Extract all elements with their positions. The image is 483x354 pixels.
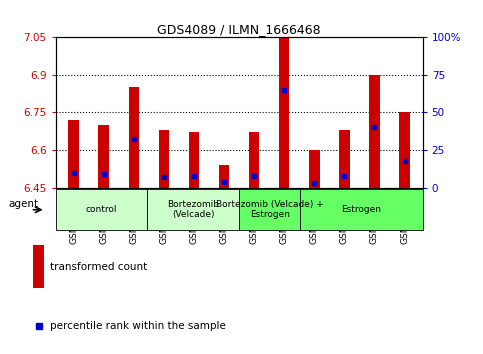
Text: Estrogen: Estrogen [341,205,382,214]
Text: percentile rank within the sample: percentile rank within the sample [50,320,226,331]
Text: transformed count: transformed count [50,262,147,272]
Bar [219,165,229,188]
Bar [279,37,289,188]
Bar [369,75,380,188]
Bar [249,132,259,188]
Bar [239,189,300,230]
Bar [56,189,147,230]
Bar [189,132,199,188]
Bar [309,150,320,188]
Text: Bortezomib (Velcade) +
Estrogen: Bortezomib (Velcade) + Estrogen [216,200,324,219]
Text: control: control [85,205,117,214]
Bar [147,189,239,230]
Text: agent: agent [8,199,39,209]
Bar [128,87,139,188]
Bar [300,189,423,230]
Bar [68,120,79,188]
Bar [339,130,350,188]
Bar [99,125,109,188]
Text: Bortezomib
(Velcade): Bortezomib (Velcade) [167,200,219,219]
Title: GDS4089 / ILMN_1666468: GDS4089 / ILMN_1666468 [157,23,321,36]
Bar [33,245,44,288]
Bar [399,113,410,188]
Bar [158,130,169,188]
